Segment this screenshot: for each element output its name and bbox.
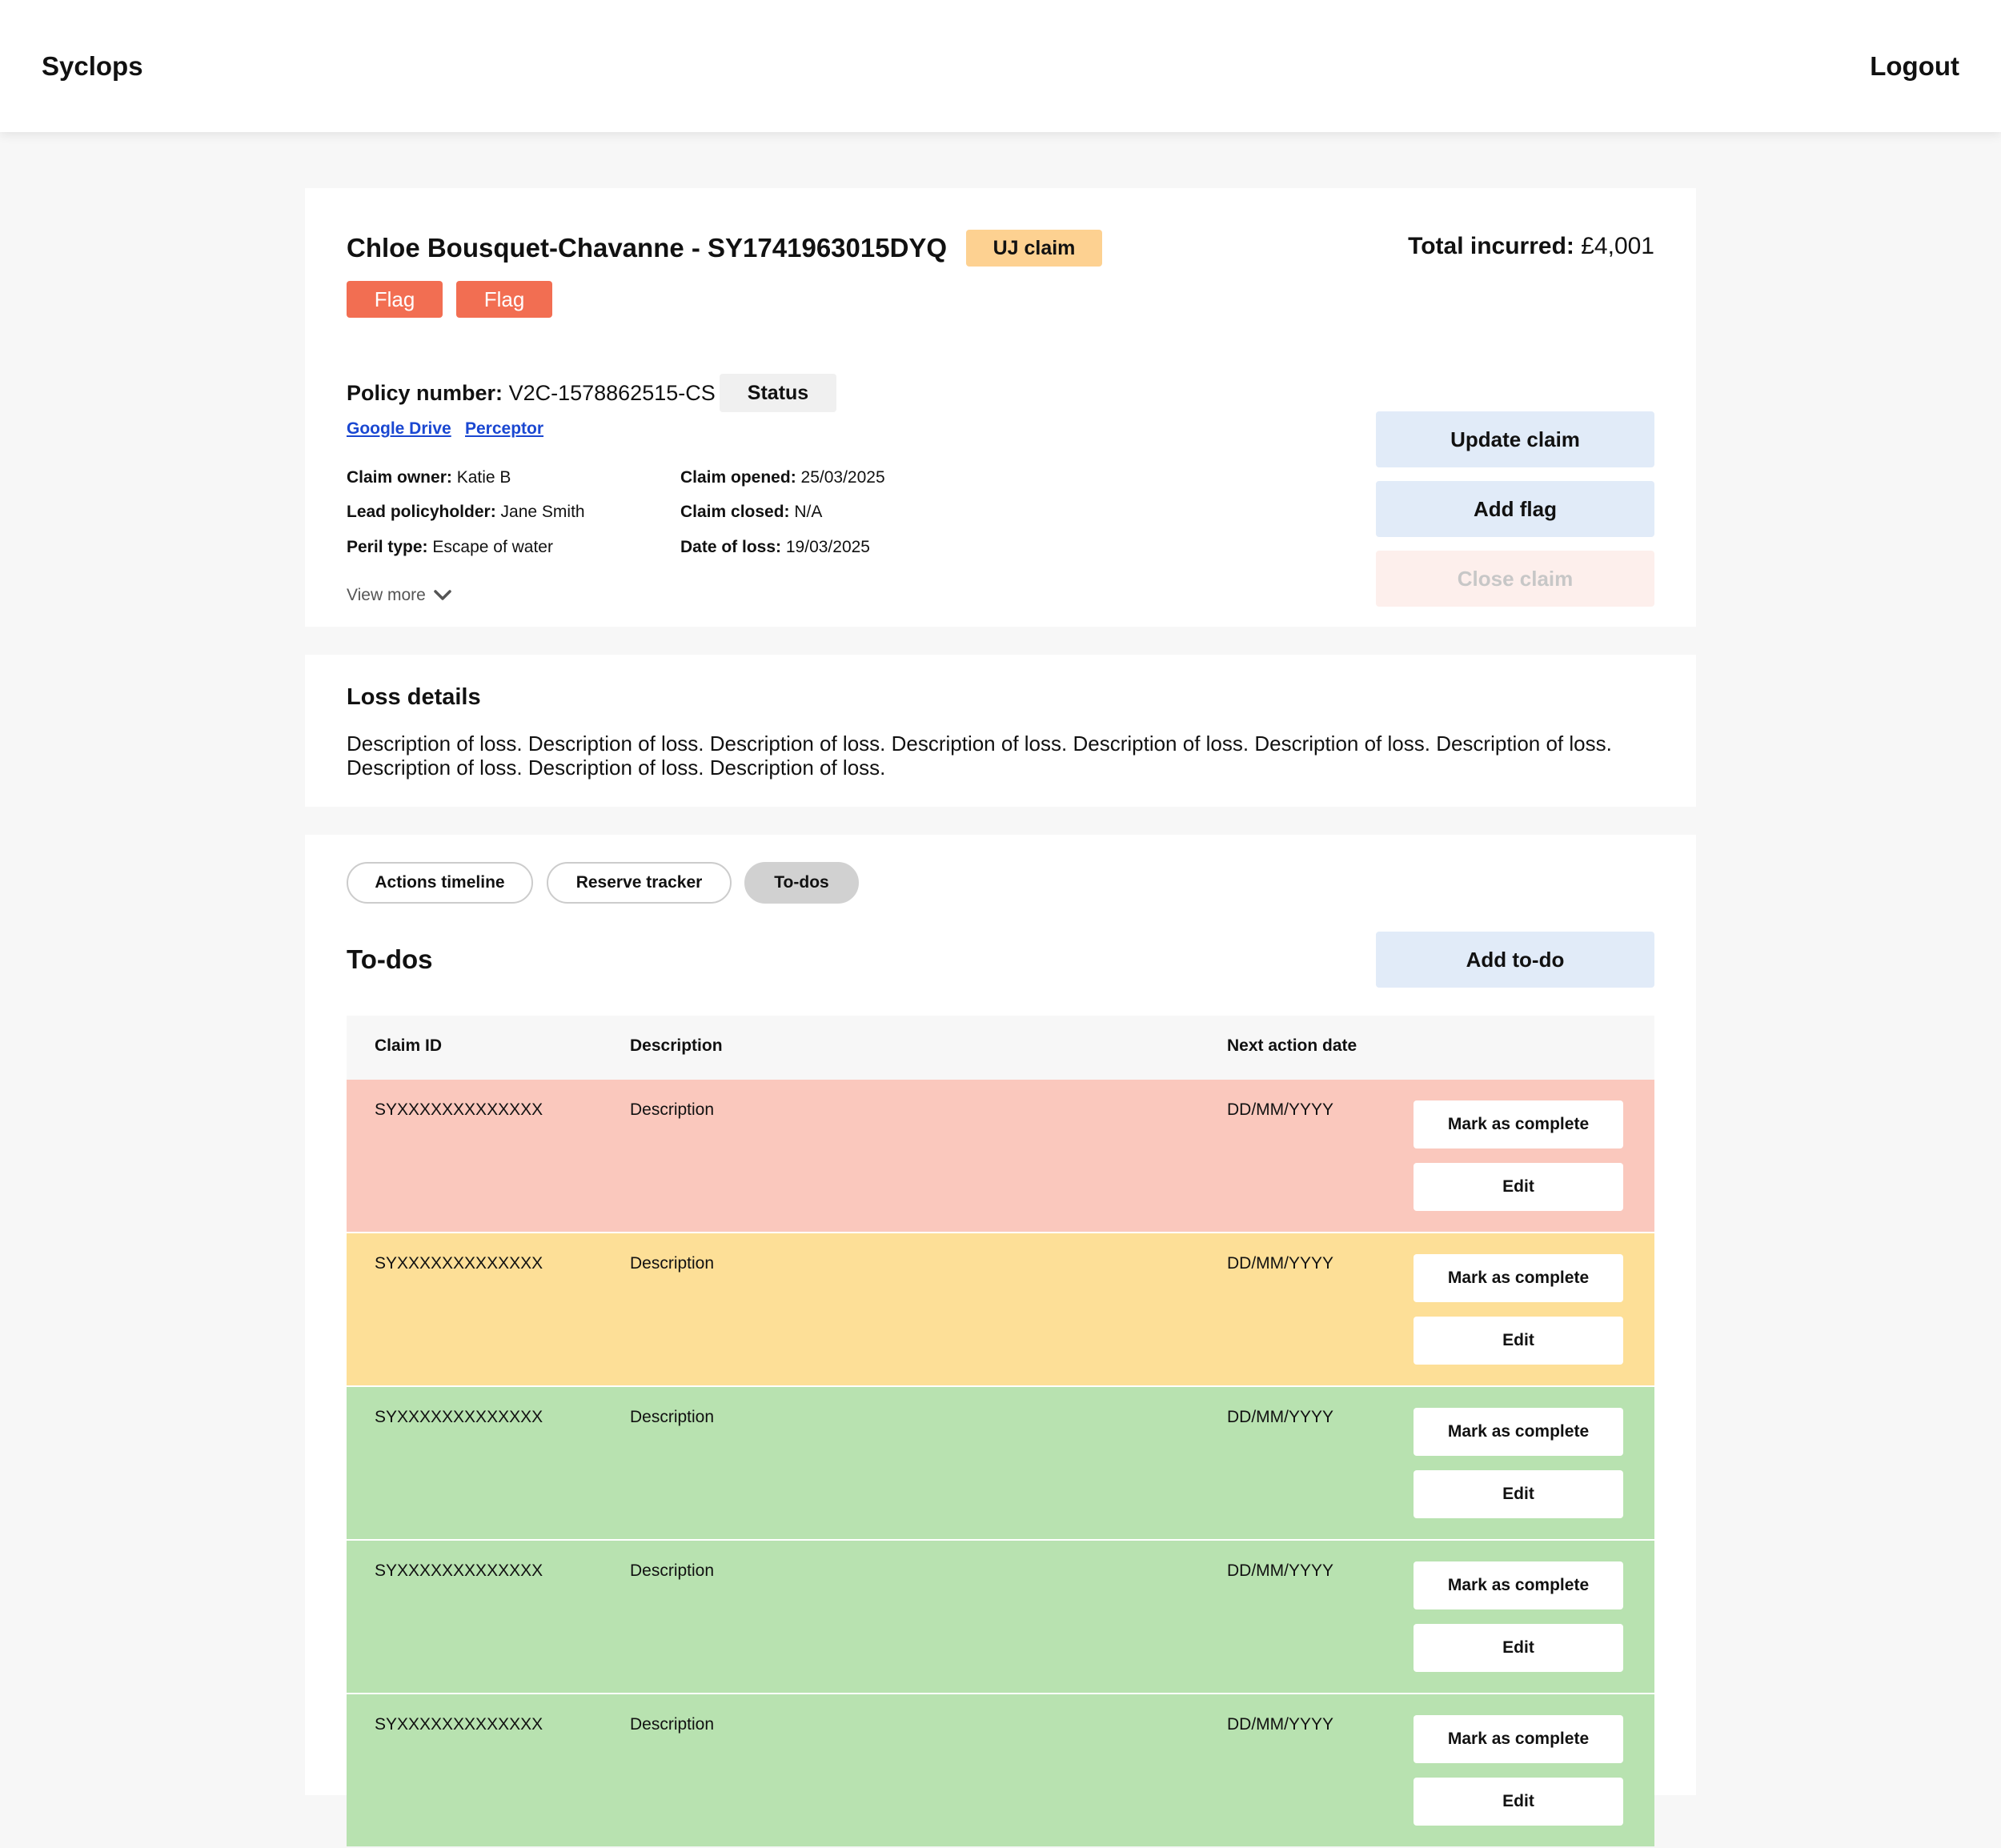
claim-owner-label: Claim owner: (347, 468, 452, 487)
cell-claim-id: SYXXXXXXXXXXXXX (375, 1561, 543, 1580)
todos-title: To-dos (347, 944, 433, 974)
date-of-loss-value: 19/03/2025 (785, 538, 870, 556)
table-row: SYXXXXXXXXXXXXX Description DD/MM/YYYY M… (347, 1387, 1654, 1539)
policy-number-value: V2C-1578862515-CS (508, 381, 716, 405)
cell-claim-id: SYXXXXXXXXXXXXX (375, 1715, 543, 1734)
claim-type-badge: UJ claim (966, 230, 1102, 267)
claim-closed: Claim closed: N/A (680, 503, 822, 522)
total-incurred-value: £4,001 (1581, 233, 1654, 259)
edit-button[interactable]: Edit (1414, 1470, 1623, 1518)
loss-description: Description of loss. Description of loss… (347, 732, 1612, 780)
lead-policyholder-value: Jane Smith (500, 503, 585, 521)
todos-table: Claim ID Description Next action date SY… (347, 1016, 1654, 1848)
policy-number-label: Policy number: (347, 381, 503, 405)
update-claim-button[interactable]: Update claim (1376, 411, 1654, 467)
mark-complete-button[interactable]: Mark as complete (1414, 1408, 1623, 1456)
claim-owner-value: Katie B (456, 468, 511, 487)
peril-type-value: Escape of water (432, 538, 553, 556)
cell-next-action-date: DD/MM/YYYY (1227, 1254, 1334, 1273)
claim-opened: Claim opened: 25/03/2025 (680, 468, 885, 487)
table-row: SYXXXXXXXXXXXXX Description DD/MM/YYYY M… (347, 1541, 1654, 1693)
chevron-down-icon (434, 590, 451, 600)
table-header: Claim ID Description Next action date (347, 1016, 1654, 1080)
total-incurred-label: Total incurred: (1408, 233, 1574, 259)
add-todo-button[interactable]: Add to-do (1376, 932, 1654, 988)
date-of-loss: Date of loss: 19/03/2025 (680, 538, 870, 557)
claim-title: Chloe Bousquet-Chavanne - SY1741963015DY… (347, 233, 948, 263)
date-of-loss-label: Date of loss: (680, 538, 782, 556)
flag-badge: Flag (456, 281, 552, 318)
claim-owner: Claim owner: Katie B (347, 468, 511, 487)
cell-next-action-date: DD/MM/YYYY (1227, 1100, 1334, 1119)
cell-description: Description (630, 1715, 715, 1734)
todos-card: Actions timeline Reserve tracker To-dos … (305, 835, 1696, 1846)
claim-closed-value: N/A (794, 503, 823, 521)
status-badge: Status (720, 374, 836, 412)
cell-description: Description (630, 1408, 715, 1426)
cell-claim-id: SYXXXXXXXXXXXXX (375, 1408, 543, 1426)
peril-type-label: Peril type: (347, 538, 428, 556)
google-drive-link[interactable]: Google Drive (347, 419, 451, 438)
edit-button[interactable]: Edit (1414, 1163, 1623, 1211)
tab-actions-timeline[interactable]: Actions timeline (347, 862, 533, 904)
edit-button[interactable]: Edit (1414, 1624, 1623, 1672)
cell-next-action-date: DD/MM/YYYY (1227, 1408, 1334, 1426)
cell-claim-id: SYXXXXXXXXXXXXX (375, 1254, 543, 1273)
cell-description: Description (630, 1561, 715, 1580)
tab-todos[interactable]: To-dos (744, 862, 859, 904)
mark-complete-button[interactable]: Mark as complete (1414, 1254, 1623, 1302)
lead-policyholder-label: Lead policyholder: (347, 503, 496, 521)
column-header-claim-id: Claim ID (375, 1036, 443, 1055)
logout-link[interactable]: Logout (1870, 51, 1959, 81)
cell-next-action-date: DD/MM/YYYY (1227, 1715, 1334, 1734)
claim-opened-label: Claim opened: (680, 468, 796, 487)
policy-number: Policy number: V2C-1578862515-CS (347, 381, 716, 406)
column-header-description: Description (630, 1036, 723, 1055)
edit-button[interactable]: Edit (1414, 1317, 1623, 1365)
peril-type: Peril type: Escape of water (347, 538, 553, 557)
loss-details-title: Loss details (347, 684, 481, 710)
view-more-toggle[interactable]: View more (347, 586, 451, 605)
mark-complete-button[interactable]: Mark as complete (1414, 1100, 1623, 1148)
cell-next-action-date: DD/MM/YYYY (1227, 1561, 1334, 1580)
claim-summary-card: Chloe Bousquet-Chavanne - SY1741963015DY… (305, 188, 1696, 627)
tab-reserve-tracker[interactable]: Reserve tracker (547, 862, 732, 904)
mark-complete-button[interactable]: Mark as complete (1414, 1561, 1623, 1609)
top-navbar: Syclops Logout (0, 0, 2001, 132)
close-claim-button[interactable]: Close claim (1376, 551, 1654, 607)
column-header-next-action-date: Next action date (1227, 1036, 1357, 1055)
cell-description: Description (630, 1254, 715, 1273)
flag-badge: Flag (347, 281, 443, 318)
mark-complete-button[interactable]: Mark as complete (1414, 1715, 1623, 1763)
brand-logo[interactable]: Syclops (42, 51, 143, 81)
perceptor-link[interactable]: Perceptor (465, 419, 544, 438)
loss-details-card: Loss details Description of loss. Descri… (305, 655, 1696, 807)
add-flag-button[interactable]: Add flag (1376, 481, 1654, 537)
table-row: SYXXXXXXXXXXXXX Description DD/MM/YYYY M… (347, 1233, 1654, 1385)
table-row: SYXXXXXXXXXXXXX Description DD/MM/YYYY M… (347, 1080, 1654, 1232)
lead-policyholder: Lead policyholder: Jane Smith (347, 503, 585, 522)
cell-description: Description (630, 1100, 715, 1119)
cell-claim-id: SYXXXXXXXXXXXXX (375, 1100, 543, 1119)
view-more-label: View more (347, 586, 426, 604)
table-row: SYXXXXXXXXXXXXX Description DD/MM/YYYY M… (347, 1694, 1654, 1846)
claim-opened-value: 25/03/2025 (800, 468, 885, 487)
claim-closed-label: Claim closed: (680, 503, 790, 521)
total-incurred: Total incurred: £4,001 (1408, 233, 1654, 260)
edit-button[interactable]: Edit (1414, 1778, 1623, 1826)
